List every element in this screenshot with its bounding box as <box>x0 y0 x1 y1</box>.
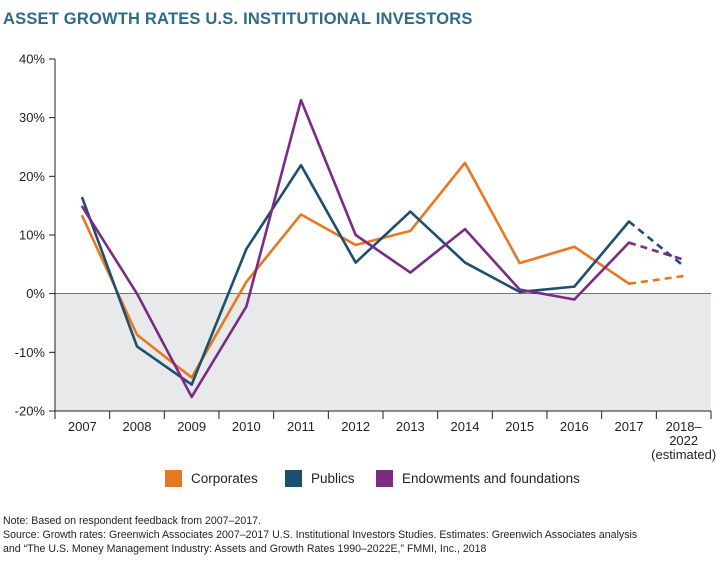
legend-item-corporates: Corporates <box>165 470 258 487</box>
x-tick-label: 2008 <box>123 419 152 434</box>
x-tick-label: 2011 <box>287 419 315 434</box>
y-tick-label: 20% <box>19 169 45 184</box>
source-line: Source: Growth rates: Greenwich Associat… <box>3 529 638 541</box>
legend-item-endowments: Endowments and foundations <box>376 470 580 487</box>
legend-swatch-corporates <box>165 470 182 487</box>
legend-swatch-endowments <box>376 470 393 487</box>
x-tick-label: 2014 <box>451 419 480 434</box>
legend: Corporates Publics Endowments and founda… <box>0 470 720 492</box>
series-estimate-line-corporates <box>628 274 684 285</box>
x-tick-label: 2010 <box>232 419 261 434</box>
x-tick-label: 2017 <box>615 419 644 434</box>
x-tick-label: 2016 <box>560 419 589 434</box>
y-tick-label: 40% <box>19 52 45 67</box>
series-estimate-line-publics <box>628 220 685 268</box>
x-tick-label: (estimated) <box>651 447 716 462</box>
x-tick-label: 2007 <box>68 419 97 434</box>
legend-item-publics: Publics <box>285 470 355 487</box>
legend-label-publics: Publics <box>311 471 355 486</box>
chart-title: ASSET GROWTH RATES U.S. INSTITUTIONAL IN… <box>3 10 473 28</box>
legend-label-corporates: Corporates <box>191 471 258 486</box>
x-tick-label: 2012 <box>341 419 370 434</box>
negative-region-shading <box>55 293 711 411</box>
x-tick-label: 2015 <box>505 419 534 434</box>
note-line: Note: Based on respondent feedback from … <box>3 515 261 527</box>
source-line-continued: and “The U.S. Money Management Industry:… <box>3 543 487 555</box>
x-tick-label: 2022 <box>669 433 698 448</box>
x-tick-label: 2009 <box>177 419 206 434</box>
y-tick-label: 10% <box>19 228 45 243</box>
footnotes: Note: Based on respondent feedback from … <box>3 514 637 556</box>
x-tick-label: 2018– <box>666 419 703 434</box>
legend-swatch-publics <box>285 470 302 487</box>
y-tick-label: -10% <box>15 345 46 360</box>
series-estimate-line-endowments <box>628 241 685 261</box>
x-tick-label: 2013 <box>396 419 425 434</box>
legend-label-endowments: Endowments and foundations <box>402 471 580 486</box>
y-tick-label: 30% <box>19 110 45 125</box>
y-tick-label: -20% <box>15 404 46 419</box>
y-tick-label: 0% <box>26 286 45 301</box>
